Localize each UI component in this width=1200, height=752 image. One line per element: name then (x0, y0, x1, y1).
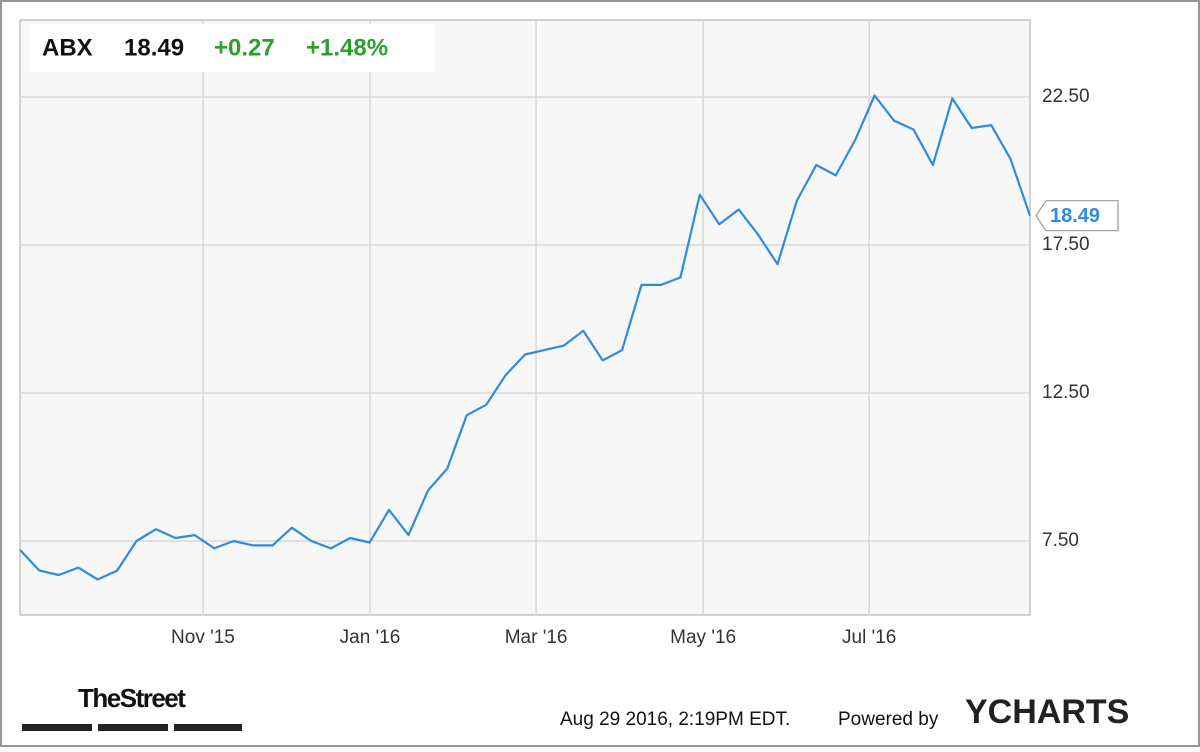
change: +0.27 (214, 34, 275, 61)
timestamp: Aug 29 2016, 2:19PM EDT. (560, 709, 790, 730)
last-price-flag (1035, 200, 1119, 232)
brand: YCHARTS (965, 693, 1129, 731)
quote-box (30, 24, 435, 72)
x-tick-label: Jan '16 (340, 627, 401, 648)
price-line (19, 94, 1032, 581)
plot-area (19, 19, 1031, 616)
x-tick-label: May '16 (670, 627, 736, 648)
logo-bar (174, 724, 242, 731)
change-percent: +1.48% (306, 34, 388, 61)
y-tick-label: 7.50 (1042, 530, 1079, 551)
x-tick-label: Jul '16 (842, 627, 896, 648)
x-tick-label: Mar '16 (505, 627, 568, 648)
y-tick-label: 22.50 (1042, 86, 1090, 107)
x-tick-label: Nov '15 (171, 627, 235, 648)
logo-bar (22, 724, 92, 731)
source-logo: TheStreet (78, 683, 186, 713)
y-tick-label: 17.50 (1042, 234, 1090, 255)
logo-bar (98, 724, 168, 731)
last-price-label: 18.49 (1050, 205, 1100, 227)
y-tick-label: 12.50 (1042, 382, 1090, 403)
powered-by: Powered by (838, 709, 939, 730)
price: 18.49 (124, 34, 184, 61)
ticker: ABX (42, 34, 93, 61)
